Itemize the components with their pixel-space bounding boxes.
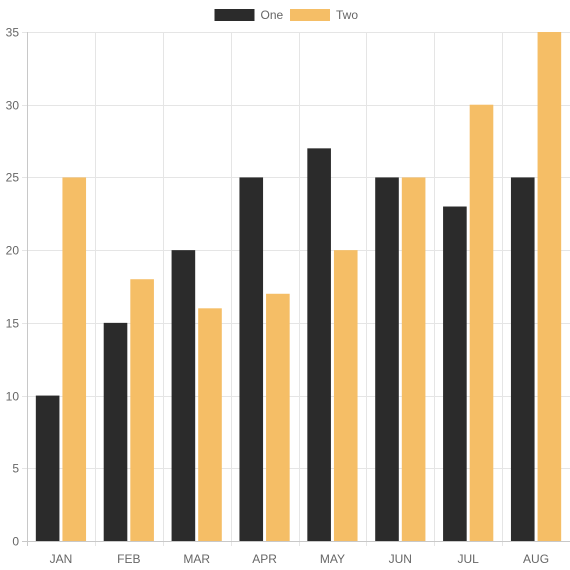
y-tick-label: 5: [12, 462, 19, 476]
x-tick-label: AUG: [523, 552, 549, 566]
bar-one-may: [307, 148, 331, 542]
legend-swatch: [214, 9, 255, 21]
legend-swatch: [290, 9, 330, 21]
bar-two-jul: [469, 104, 494, 541]
axes: [27, 32, 570, 542]
x-tick-label: MAY: [320, 552, 345, 566]
bar-one-jan: [35, 395, 60, 541]
bar-two-may: [333, 250, 358, 541]
legend-label: Two: [336, 8, 358, 22]
bar-two-mar: [198, 308, 222, 541]
bar-two-jan: [62, 177, 87, 541]
legend-label: One: [261, 8, 284, 22]
y-tick-label: 25: [6, 171, 20, 185]
bar-two-aug: [537, 32, 562, 541]
bar-two-apr: [266, 293, 290, 541]
x-tick-label: APR: [252, 552, 277, 566]
legend-item-one[interactable]: One: [214, 8, 284, 22]
y-tick-label: 0: [12, 535, 19, 549]
x-tick-label: FEB: [117, 552, 140, 566]
legend[interactable]: One Two: [214, 8, 359, 22]
y-tick-label: 10: [6, 390, 20, 404]
bar-one-jul: [443, 206, 467, 541]
y-tick-label: 15: [6, 317, 20, 331]
grid-lines: [22, 32, 570, 546]
x-tick-labels: JAN FEB MAR APR MAY JUN JUL AUG: [50, 552, 549, 566]
y-tick-label: 30: [6, 99, 20, 113]
x-tick-label: MAR: [183, 552, 210, 566]
y-tick-label: 35: [6, 26, 20, 40]
bar-one-mar: [171, 250, 196, 541]
bar-one-feb: [103, 322, 128, 541]
bar-two-jun: [401, 177, 426, 541]
y-tick-label: 20: [6, 244, 20, 258]
y-tick-labels: 0 5 10 15 20 25 30 35: [6, 26, 20, 549]
bar-two-feb: [130, 279, 154, 541]
x-tick-label: JUL: [458, 552, 480, 566]
bars: [35, 32, 562, 542]
bar-one-aug: [510, 177, 535, 541]
bar-one-jun: [375, 177, 399, 541]
bar-one-apr: [239, 177, 264, 541]
legend-item-two[interactable]: Two: [290, 8, 358, 22]
x-tick-label: JAN: [50, 552, 73, 566]
x-tick-label: JUN: [389, 552, 412, 566]
